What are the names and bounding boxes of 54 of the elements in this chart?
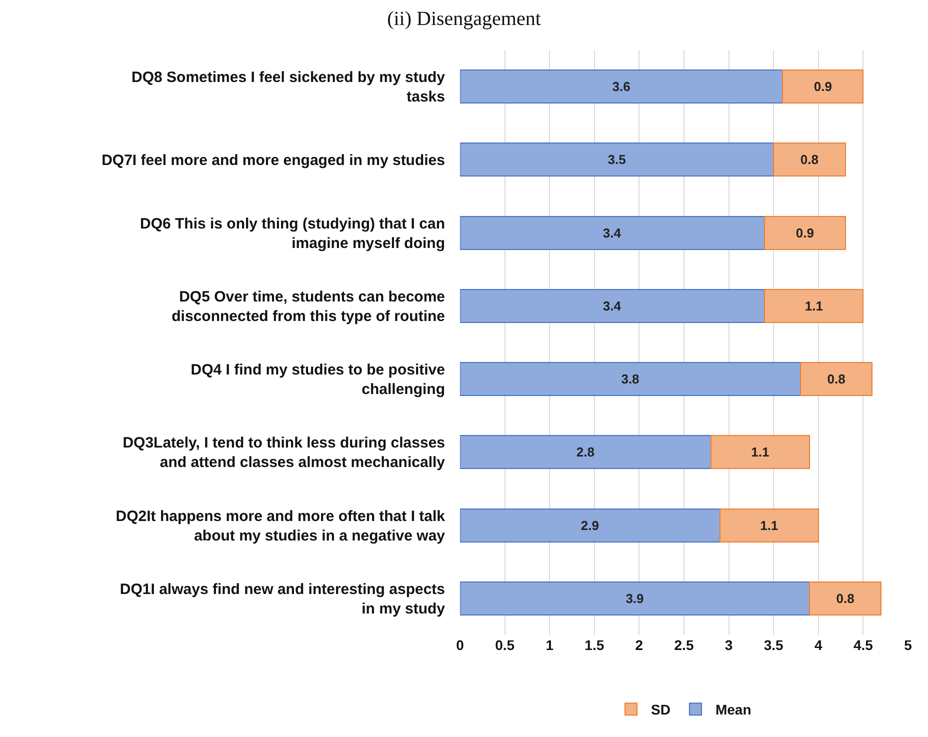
y-tick-label: DQ8 Sometimes I feel sickened by my study tasks	[132, 69, 446, 106]
bar	[460, 216, 766, 250]
bar	[460, 288, 766, 323]
x-tick-label: 0	[456, 637, 464, 653]
bar	[800, 362, 873, 396]
bar	[460, 70, 784, 104]
data-label: 3.4	[602, 298, 622, 314]
x-tick-label: 1.5	[584, 637, 604, 653]
bar	[460, 362, 801, 396]
x-tick-label: 2	[635, 637, 644, 653]
x-tick-label: 5	[904, 637, 912, 653]
data-label: 2.8	[576, 444, 594, 460]
data-label: 3.5	[608, 152, 626, 168]
bar	[460, 508, 720, 542]
data-label: 0.9	[796, 225, 814, 240]
y-tick-label: DQ6 This is only thing (studying) that I can imagine myself doing	[140, 215, 445, 252]
data-label: 0.8	[836, 590, 854, 606]
data-label: 3.9	[626, 590, 644, 606]
data-label: 3.8	[621, 372, 640, 387]
y-tick-label: DQ1I always find new and interesting aspects in my study	[120, 580, 446, 618]
bar	[460, 581, 810, 616]
y-tick-label: DQ5 Over time, students can become disconnected from this type of routine	[172, 288, 445, 325]
y-tick-label: DQ4 I find my studies to be positive challenging	[190, 362, 445, 398]
data-label: 0.8	[827, 372, 846, 387]
y-tick-label: DQ2It happens more and more often that I talk about my studies in a negative way	[116, 508, 446, 544]
bar	[808, 581, 882, 616]
x-tick-label: 4	[814, 637, 822, 653]
y-tick-label: DQ3Lately, I tend to think less during classes and attend classes almost mechanically	[122, 434, 446, 472]
x-tick-label: 4.5	[853, 637, 874, 653]
y-tick-label: DQ7I feel more and more engaged in my studies	[102, 152, 445, 169]
legend-label: Mean	[715, 702, 752, 718]
bar	[710, 435, 810, 470]
data-label: 3.4	[602, 225, 622, 240]
bar	[460, 435, 712, 470]
data-label: 3.6	[612, 79, 630, 94]
chart-title: (ii) Disengagement	[387, 8, 542, 30]
x-tick-label: 3	[724, 637, 733, 653]
bar	[773, 142, 846, 177]
data-label: 0.9	[814, 79, 832, 94]
x-tick-label: 3.5	[764, 637, 784, 653]
x-tick-label: 2.5	[674, 637, 694, 653]
bar	[719, 508, 819, 542]
bar	[764, 288, 864, 323]
data-label: 1.1	[760, 518, 778, 533]
legend-label: SD	[651, 702, 670, 718]
x-tick-label: 1	[546, 637, 554, 653]
bar	[460, 142, 774, 177]
data-label: 2.9	[580, 518, 599, 533]
data-label: 1.1	[804, 298, 823, 314]
bar	[782, 70, 864, 104]
data-label: 1.1	[751, 444, 770, 460]
data-label: 0.8	[800, 152, 818, 168]
bar	[764, 216, 846, 250]
x-tick-label: 0.5	[495, 637, 515, 653]
